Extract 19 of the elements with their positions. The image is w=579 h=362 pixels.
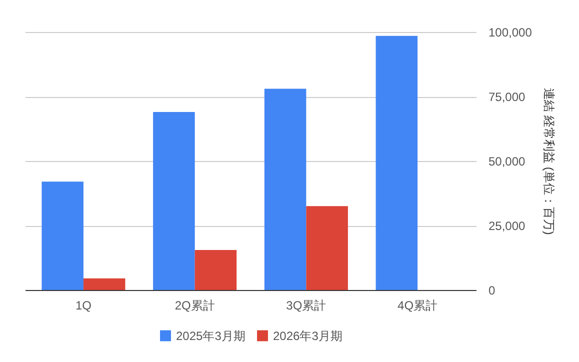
bar: [83, 278, 126, 290]
bar: [306, 206, 348, 290]
bar: [264, 88, 306, 290]
y-tick-label: 50,000: [488, 154, 526, 168]
x-tick-label: 3Q累計: [286, 298, 326, 312]
bar: [42, 182, 84, 290]
y-tick-label: 100,000: [488, 26, 532, 40]
x-tick-label: 1Q: [75, 298, 92, 312]
legend-label: 2025年3月期: [176, 328, 246, 343]
bar: [194, 250, 237, 290]
bar: [153, 112, 195, 290]
y-tick-label: 0: [488, 284, 496, 298]
bar: [376, 36, 418, 290]
y-tick-label: 75,000: [488, 90, 526, 104]
x-tick-label: 4Q累計: [398, 298, 438, 312]
legend-label: 2026年3月期: [273, 328, 342, 343]
x-tick-label: 2Q累計: [174, 298, 215, 312]
y-tick-label: 25,000: [488, 219, 526, 233]
y-axis-title: 連結 経常利益 (単位：百万): [542, 88, 556, 235]
